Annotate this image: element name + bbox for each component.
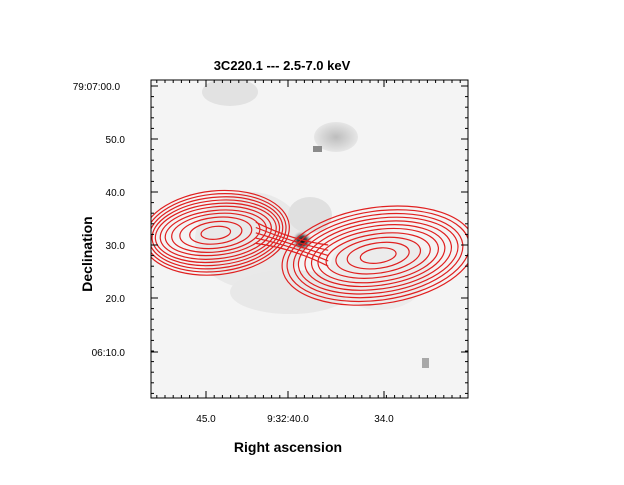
y-tick-label-4: 30.0 bbox=[106, 241, 126, 252]
contour-east-level-10 bbox=[151, 193, 287, 273]
contour-bridge-2 bbox=[255, 226, 329, 251]
y-tick-label-2: 50.0 bbox=[106, 135, 126, 146]
contour-west-level-4 bbox=[325, 232, 431, 279]
minor-ticks bbox=[151, 80, 468, 398]
contour-west-level-11 bbox=[281, 205, 468, 306]
xray-blob-upper-core bbox=[313, 146, 322, 152]
y-tick-label-1: 79:07:00.0 bbox=[73, 82, 121, 93]
contour-west-level-8 bbox=[297, 216, 459, 295]
y-major-ticks bbox=[151, 85, 468, 353]
x-tick-label-2: 9:32:40.0 bbox=[267, 414, 309, 425]
y-tick-label-6: 06:10.0 bbox=[92, 348, 126, 359]
chart-title: 3C220.1 --- 2.5-7.0 keV bbox=[214, 58, 351, 73]
contour-east-level-2 bbox=[189, 220, 243, 245]
xray-point-source bbox=[422, 358, 429, 368]
contour-west-level-2 bbox=[346, 241, 410, 270]
contour-west-level-6 bbox=[310, 224, 446, 288]
radio-contours bbox=[151, 189, 468, 306]
xray-blob-upper bbox=[314, 122, 358, 152]
xray-blob-top bbox=[202, 80, 258, 106]
contour-bridge-1 bbox=[255, 221, 329, 246]
contour-east-level-7 bbox=[154, 202, 277, 264]
y-axis-label: Declination bbox=[79, 216, 95, 291]
x-tick-labels: 45.0 9:32:40.0 34.0 bbox=[196, 414, 394, 425]
contour-bridge-3 bbox=[255, 232, 329, 257]
xray-diffuse-south bbox=[230, 270, 350, 314]
contour-west-level-9 bbox=[292, 212, 464, 299]
contour-east-level-11 bbox=[151, 189, 290, 276]
y-tick-labels: 79:07:00.0 50.0 40.0 30.0 20.0 06:10.0 bbox=[73, 82, 126, 359]
contour-west-level-10 bbox=[286, 209, 468, 303]
contour-east-level-4 bbox=[171, 212, 261, 253]
contour-east-level-6 bbox=[159, 205, 272, 260]
y-tick-label-5: 20.0 bbox=[106, 294, 126, 305]
contour-bridge-5 bbox=[255, 242, 329, 267]
xray-diffuse-center bbox=[288, 197, 332, 233]
x-axis-label: Right ascension bbox=[234, 439, 342, 455]
contour-west-level-7 bbox=[304, 220, 453, 291]
plot-area bbox=[150, 79, 469, 399]
contour-east-level-3 bbox=[179, 216, 253, 250]
contour-east-level-1 bbox=[200, 225, 232, 240]
y-tick-label-3: 40.0 bbox=[106, 188, 126, 199]
x-tick-label-1: 45.0 bbox=[196, 414, 216, 425]
x-tick-label-3: 34.0 bbox=[374, 414, 394, 425]
contour-east-level-9 bbox=[151, 196, 284, 270]
contour-east-level-8 bbox=[151, 199, 281, 267]
plot-frame bbox=[150, 79, 469, 399]
contour-west-level-1 bbox=[359, 247, 397, 264]
contour-bridge-4 bbox=[255, 237, 329, 262]
x-major-ticks bbox=[205, 80, 385, 398]
contour-west-level-3 bbox=[335, 236, 422, 275]
contour-west-level-5 bbox=[317, 227, 440, 284]
